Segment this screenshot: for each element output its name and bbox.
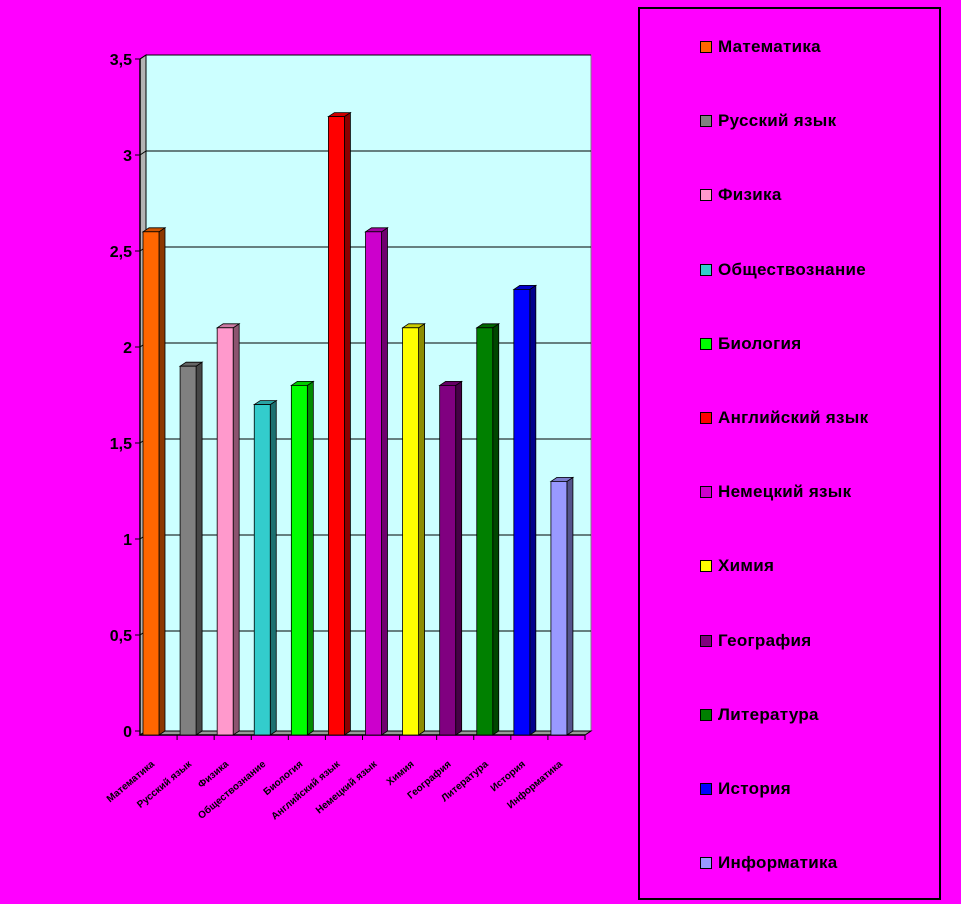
legend-swatch [700, 783, 712, 795]
legend-label: Химия [718, 556, 775, 576]
legend: Математика Русский язык Физика Обществознан… [638, 7, 941, 900]
bar [216, 327, 234, 736]
legend-swatch [700, 115, 712, 128]
y-tick-label: 2 [123, 340, 132, 357]
y-tick-label: 2,5 [110, 244, 132, 261]
x-tick-label: Немецкий язык [314, 758, 380, 816]
legend-swatch [700, 560, 712, 573]
legend-item: Математика [700, 37, 821, 57]
legend-label: Русский язык [718, 111, 837, 131]
bar [402, 327, 419, 736]
bar-side [344, 111, 351, 736]
y-tick-label: 1,5 [110, 436, 132, 453]
y-tick-label: 3,5 [110, 52, 132, 69]
y-tick-label: 0 [123, 724, 132, 741]
legend-swatch [700, 337, 712, 350]
bar [290, 384, 308, 736]
bar [513, 288, 531, 736]
bar [142, 231, 160, 736]
x-tick-label: Химия [385, 759, 417, 788]
gridline-side [139, 54, 147, 60]
legend-swatch [700, 486, 712, 499]
legend-item: Биология [700, 334, 801, 354]
legend-swatch [700, 263, 712, 276]
legend-swatch [700, 708, 712, 721]
legend-swatch [700, 41, 712, 53]
bar-side [418, 323, 425, 736]
bar-side [455, 380, 463, 736]
y-tick-label: 1 [123, 532, 132, 549]
legend-item: История [700, 779, 791, 799]
legend-label: Английский язык [718, 408, 869, 427]
bar [476, 327, 494, 736]
legend-label: География [718, 630, 812, 650]
legend-label: Литература [718, 704, 819, 724]
bar-side [529, 284, 537, 736]
legend-label: Физика [718, 185, 782, 205]
legend-label: Математика [718, 37, 821, 56]
y-tick-label: 0,5 [110, 628, 132, 645]
legend-item: Литература [700, 705, 819, 725]
x-tick-label: Английский язык [270, 758, 344, 822]
legend-label: Биология [718, 333, 802, 353]
legend-swatch [700, 189, 712, 202]
bar [365, 231, 382, 736]
bar [179, 365, 197, 736]
legend-item: Химия [700, 556, 774, 576]
bar-side [232, 323, 240, 736]
bar [439, 384, 457, 736]
bar-side [492, 323, 500, 736]
legend-item: Физика [700, 185, 782, 205]
legend-label: Обществознание [718, 259, 867, 279]
bar-side [158, 227, 166, 736]
bar [253, 404, 271, 736]
x-tick-label: Обществознание [196, 758, 269, 822]
legend-swatch [700, 857, 712, 870]
legend-item: Русский язык [700, 111, 836, 131]
legend-item: Английский язык [700, 408, 868, 428]
legend-label: История [718, 779, 792, 798]
legend-label: Немецкий язык [718, 482, 852, 502]
bar-side [269, 399, 277, 736]
legend-swatch [700, 412, 712, 424]
legend-swatch [700, 634, 712, 647]
bar-side [566, 476, 574, 736]
bar [328, 116, 345, 736]
y-tick-label: 3 [123, 148, 132, 165]
legend-item: Обществознание [700, 260, 866, 280]
bar [550, 480, 568, 736]
legend-label: Информатика [718, 853, 838, 873]
legend-item: Информатика [700, 853, 838, 873]
bar-side [381, 227, 388, 736]
bar-side [195, 361, 203, 736]
bar-side [306, 380, 314, 736]
x-tick-label: Физика [196, 759, 231, 791]
legend-item: Немецкий язык [700, 482, 851, 502]
gridline-side [139, 150, 147, 156]
legend-item: География [700, 631, 811, 651]
